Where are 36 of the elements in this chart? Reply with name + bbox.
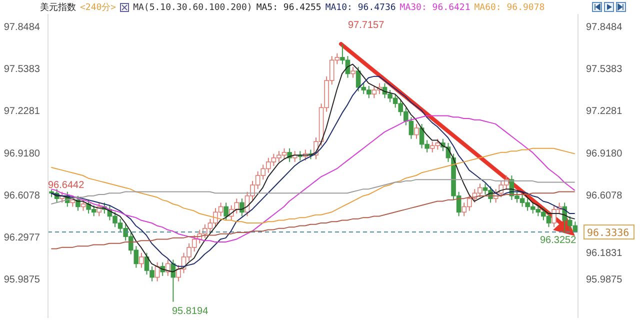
candlestick xyxy=(165,259,170,276)
chart-subtitle: <240分> xyxy=(80,2,116,14)
candlestick xyxy=(80,199,86,212)
y-tick-label: 95.9875 xyxy=(4,274,40,286)
y-tick-label: 97.8484 xyxy=(4,22,40,33)
text: MA10: 96.4736 xyxy=(325,2,396,12)
text: MA30: 96.6421 xyxy=(400,2,470,12)
y-tick-label: 96.9180 xyxy=(4,148,40,160)
candlestick xyxy=(414,123,419,140)
y2-tick-label: 96.6078 xyxy=(586,190,623,202)
y2-tick-label: 97.8484 xyxy=(586,22,623,33)
candlestick xyxy=(240,198,244,217)
y-tick-label: 96.2977 xyxy=(4,232,40,244)
y2-tick-label: 97.2281 xyxy=(586,106,623,118)
annotation: 96.6442 xyxy=(48,180,85,191)
y2-tick-label: 96.9180 xyxy=(586,148,623,160)
candlestick xyxy=(139,252,144,268)
text: MA60: 96.9078 xyxy=(474,2,545,12)
candlestick xyxy=(224,202,228,221)
y-tick-label: 96.6078 xyxy=(4,190,40,202)
y2-tick-label: 97.5383 xyxy=(586,64,623,76)
y-tick-label: 97.2281 xyxy=(4,106,40,118)
chart-title: 美元指数 xyxy=(40,2,76,14)
legend-title: MA(5.10.30.60.100.200) xyxy=(133,2,252,12)
annotation: 96.3252 xyxy=(540,235,577,246)
line-series xyxy=(50,179,576,204)
annotation: 97.7157 xyxy=(348,20,385,31)
y2-tick-label: 95.9875 xyxy=(586,274,623,286)
annotation: 95.8194 xyxy=(172,306,209,317)
y2-tick-label: 96.1831 xyxy=(586,248,623,259)
ref-line-label: 96.3336 xyxy=(587,228,630,240)
y-tick-label: 97.5383 xyxy=(4,64,40,76)
text: MA5: 96.4255 xyxy=(256,2,322,12)
candlestick xyxy=(350,66,356,78)
line-series xyxy=(50,148,576,224)
candlestick xyxy=(76,195,80,212)
